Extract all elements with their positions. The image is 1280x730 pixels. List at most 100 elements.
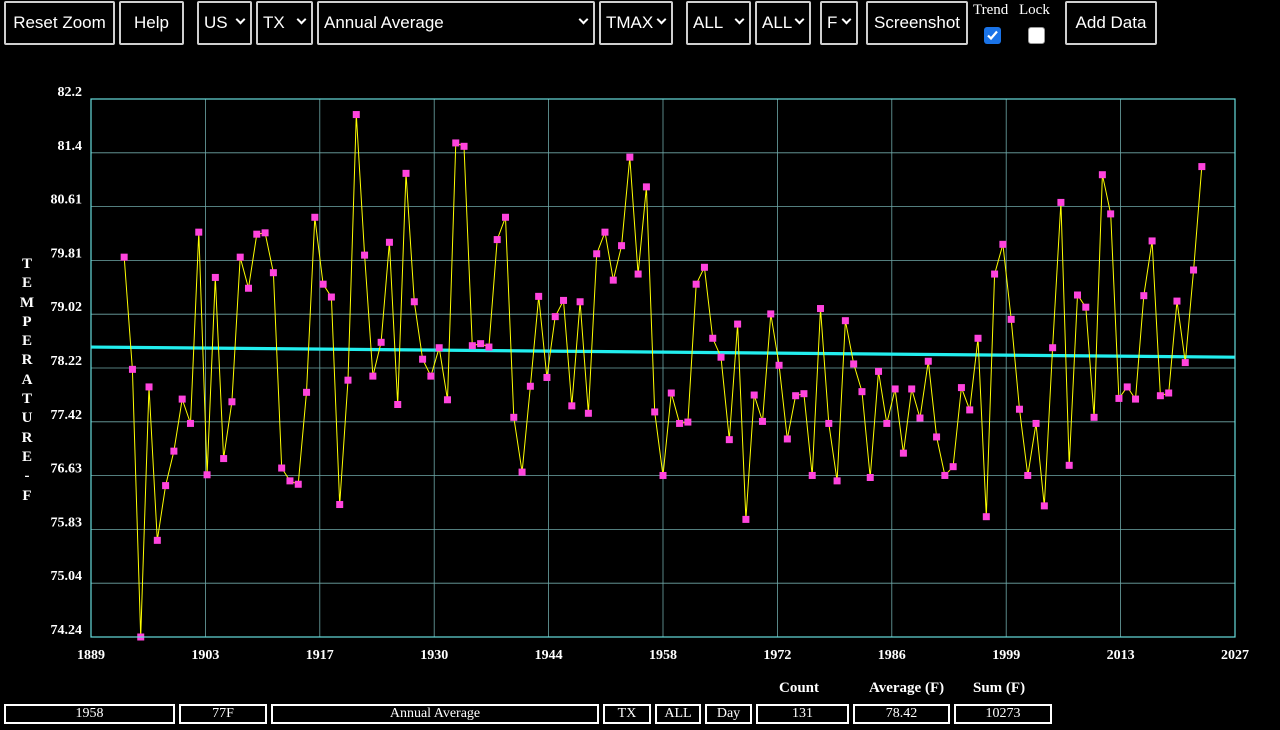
state-select[interactable]: TX bbox=[256, 1, 313, 45]
chart-grid bbox=[91, 99, 1235, 637]
y-tick-label: 80.61 bbox=[51, 193, 83, 208]
selected-year-field: 1958 bbox=[4, 704, 175, 724]
data-point bbox=[982, 513, 990, 521]
data-point bbox=[385, 238, 393, 246]
data-point bbox=[120, 253, 128, 261]
period-field: Annual Average bbox=[271, 704, 599, 724]
reset-zoom-button[interactable]: Reset Zoom bbox=[4, 1, 115, 45]
data-point bbox=[916, 414, 924, 422]
data-point bbox=[203, 471, 211, 479]
data-point bbox=[1007, 315, 1015, 323]
trend-checkbox[interactable] bbox=[984, 27, 1001, 44]
trend-line-segment bbox=[90, 345, 1236, 359]
y-tick-label: 75.83 bbox=[51, 515, 83, 530]
data-point bbox=[792, 392, 800, 400]
units-select[interactable]: F bbox=[820, 1, 858, 45]
data-point bbox=[1090, 413, 1098, 421]
data-point bbox=[128, 365, 136, 373]
data-point bbox=[833, 477, 841, 485]
filter1-select[interactable]: ALL bbox=[686, 1, 751, 45]
period-select[interactable]: Annual Average bbox=[317, 1, 595, 45]
data-point bbox=[933, 433, 941, 441]
data-point bbox=[825, 419, 833, 427]
data-point bbox=[460, 142, 468, 150]
data-point bbox=[775, 361, 783, 369]
trend-line bbox=[90, 345, 1236, 359]
granularity-field: Day bbox=[705, 704, 752, 724]
data-point bbox=[170, 447, 178, 455]
y-tick-label: 82.2 bbox=[58, 85, 83, 100]
data-point bbox=[651, 408, 659, 416]
filter2-select-value: ALL bbox=[762, 13, 793, 32]
data-point bbox=[278, 464, 286, 472]
add-data-button[interactable]: Add Data bbox=[1065, 1, 1157, 45]
data-point bbox=[576, 298, 584, 306]
data-point bbox=[618, 242, 626, 250]
units-select-value: F bbox=[827, 13, 838, 32]
data-point bbox=[369, 372, 377, 380]
data-point bbox=[1049, 344, 1057, 352]
x-tick-label: 1930 bbox=[420, 648, 448, 663]
data-point bbox=[891, 385, 899, 393]
data-point bbox=[1181, 359, 1189, 367]
x-tick-label: 1917 bbox=[306, 648, 334, 663]
data-point bbox=[924, 357, 932, 365]
data-point bbox=[344, 376, 352, 384]
data-point bbox=[286, 477, 294, 485]
data-point bbox=[493, 236, 501, 244]
x-tick-label: 1999 bbox=[992, 648, 1020, 663]
data-point bbox=[717, 353, 725, 361]
x-tick-label: 1903 bbox=[191, 648, 219, 663]
data-point bbox=[941, 471, 949, 479]
data-point bbox=[684, 418, 692, 426]
lock-checkbox[interactable] bbox=[1028, 27, 1045, 44]
data-point bbox=[228, 398, 236, 406]
element-select-value: TMAX bbox=[606, 13, 654, 32]
data-point bbox=[452, 139, 460, 147]
data-point bbox=[1132, 395, 1140, 403]
data-point bbox=[783, 435, 791, 443]
data-point bbox=[858, 388, 866, 396]
help-button[interactable]: Help bbox=[119, 1, 184, 45]
data-point bbox=[1057, 198, 1065, 206]
data-point bbox=[1123, 383, 1131, 391]
y-axis-title: TEMPERATURE - F bbox=[19, 256, 35, 504]
data-point bbox=[518, 468, 526, 476]
data-point bbox=[551, 313, 559, 321]
element-select[interactable]: TMAX bbox=[599, 1, 673, 45]
data-point bbox=[866, 473, 874, 481]
data-point bbox=[584, 409, 592, 417]
data-point bbox=[303, 388, 311, 396]
data-point bbox=[361, 251, 369, 259]
data-point bbox=[162, 482, 170, 490]
data-point bbox=[692, 280, 700, 288]
filter2-select[interactable]: ALL bbox=[755, 1, 811, 45]
lock-label: Lock bbox=[1019, 2, 1050, 18]
state-field: TX bbox=[603, 704, 651, 724]
checkmark-icon bbox=[987, 30, 998, 41]
data-point bbox=[642, 183, 650, 191]
sum-field: 10273 bbox=[954, 704, 1052, 724]
data-point bbox=[1190, 266, 1198, 274]
country-select[interactable]: US bbox=[197, 1, 252, 45]
data-point bbox=[1082, 303, 1090, 311]
data-point bbox=[949, 463, 957, 471]
y-tick-label: 77.42 bbox=[51, 408, 83, 423]
data-point bbox=[966, 406, 974, 414]
trend-label: Trend bbox=[973, 2, 1009, 18]
temperature-chart[interactable]: 1889 1903 1917 1930 1944 1958 1972 1986 1999 2013… bbox=[0, 0, 1280, 670]
data-point bbox=[211, 273, 219, 281]
data-point bbox=[700, 263, 708, 271]
data-point bbox=[742, 515, 750, 523]
data-point bbox=[626, 153, 634, 161]
data-point bbox=[1148, 237, 1156, 245]
data-point bbox=[1065, 461, 1073, 469]
data-point bbox=[1073, 291, 1081, 299]
data-point bbox=[269, 269, 277, 277]
screenshot-button[interactable]: Screenshot bbox=[866, 1, 968, 45]
data-point bbox=[419, 355, 427, 363]
data-point bbox=[186, 419, 194, 427]
data-point bbox=[510, 413, 518, 421]
data-point bbox=[758, 417, 766, 425]
x-tick-label: 1944 bbox=[535, 648, 563, 663]
